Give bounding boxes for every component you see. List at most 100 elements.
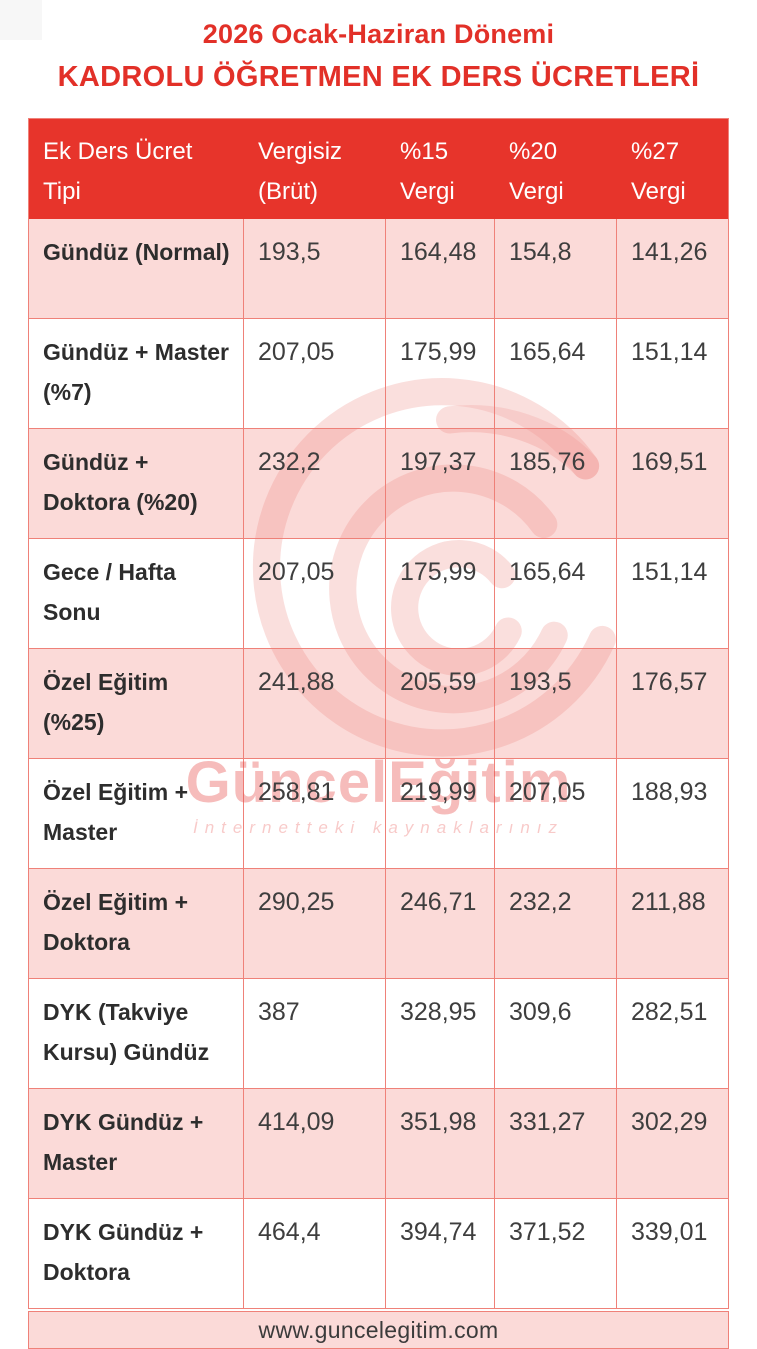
value-cell: 309,6	[495, 979, 617, 1088]
table-row: Gündüz (Normal) 193,5 164,48 154,8 141,26	[29, 219, 728, 318]
row-label: DYK (Takviye Kursu) Gündüz	[43, 999, 210, 1065]
cell-value: 339,01	[631, 1218, 708, 1246]
cell-value: 282,51	[631, 998, 708, 1026]
cell-value: 290,25	[258, 888, 335, 916]
row-label-cell: DYK (Takviye Kursu) Gündüz	[29, 979, 244, 1088]
value-cell: 175,99	[386, 539, 495, 648]
value-cell: 176,57	[617, 649, 728, 758]
cell-value: 331,27	[509, 1108, 586, 1136]
table-row: Gündüz + Master (%7) 207,05 175,99 165,64 15…	[29, 318, 728, 428]
row-label: Özel Eğitim (%25)	[43, 669, 169, 735]
value-cell: 197,37	[386, 429, 495, 538]
value-cell: 193,5	[495, 649, 617, 758]
row-label-cell: Gece / Hafta Sonu	[29, 539, 244, 648]
value-cell: 246,71	[386, 869, 495, 978]
value-cell: 339,01	[617, 1199, 728, 1308]
value-cell: 193,5	[244, 219, 386, 318]
value-cell: 302,29	[617, 1089, 728, 1198]
row-label: DYK Gündüz + Master	[43, 1109, 204, 1175]
value-cell: 164,48	[386, 219, 495, 318]
value-cell: 154,8	[495, 219, 617, 318]
cell-value: 309,6	[509, 998, 572, 1026]
row-label: Gündüz + Master (%7)	[43, 339, 229, 405]
value-cell: 205,59	[386, 649, 495, 758]
cell-value: 197,37	[400, 448, 477, 476]
cell-value: 141,26	[631, 238, 708, 266]
fee-table: Ek Ders Ücret Tipi Vergisiz (Brüt) %15 V…	[28, 118, 729, 1309]
cell-value: 211,88	[631, 888, 706, 916]
cell-value: 414,09	[258, 1108, 335, 1136]
cell-value: 151,14	[631, 338, 708, 366]
cell-value: 176,57	[631, 668, 708, 696]
cell-value: 151,14	[631, 558, 708, 586]
row-label: Gündüz (Normal)	[43, 239, 230, 265]
cell-value: 207,05	[258, 338, 335, 366]
cell-value: 328,95	[400, 998, 477, 1026]
value-cell: 371,52	[495, 1199, 617, 1308]
value-cell: 169,51	[617, 429, 728, 538]
value-cell: 464,4	[244, 1199, 386, 1308]
cell-value: 185,76	[509, 448, 586, 476]
value-cell: 282,51	[617, 979, 728, 1088]
cell-value: 193,5	[509, 668, 572, 696]
fee-table-wrap: GüncelEğitim İnternetteki kaynaklarınız …	[28, 118, 729, 1349]
cell-value: 165,64	[509, 558, 586, 586]
value-cell: 185,76	[495, 429, 617, 538]
row-label: Özel Eğitim + Doktora	[43, 889, 189, 955]
cell-value: 351,98	[400, 1108, 477, 1136]
row-label-cell: Özel Eğitim + Master	[29, 759, 244, 868]
value-cell: 232,2	[244, 429, 386, 538]
page-title-period: 2026 Ocak-Haziran Dönemi	[202, 19, 555, 49]
value-cell: 331,27	[495, 1089, 617, 1198]
row-label: Gündüz + Doktora (%20)	[43, 449, 198, 515]
header-cell-tax27: %27 Vergi	[631, 138, 686, 205]
value-cell: 165,64	[495, 319, 617, 428]
cell-value: 175,99	[400, 558, 477, 586]
value-cell: 151,14	[617, 319, 728, 428]
cell-value: 207,05	[258, 558, 335, 586]
value-cell: 219,99	[386, 759, 495, 868]
table-row: Özel Eğitim (%25) 241,88 205,59 193,5 176,57	[29, 648, 728, 758]
value-cell: 207,05	[244, 539, 386, 648]
value-cell: 211,88	[617, 869, 728, 978]
table-header-row: Ek Ders Ücret Tipi Vergisiz (Brüt) %15 V…	[29, 119, 728, 219]
value-cell: 328,95	[386, 979, 495, 1088]
page-title-main: KADROLU ÖĞRETMEN EK DERS ÜCRETLERİ	[57, 61, 700, 93]
footer-url: www.guncelegitim.com	[258, 1316, 499, 1343]
page-header: 2026 Ocak-Haziran Dönemi KADROLU ÖĞRETME…	[0, 0, 757, 96]
cell-value: 232,2	[258, 448, 321, 476]
cell-value: 169,51	[631, 448, 708, 476]
value-cell: 141,26	[617, 219, 728, 318]
table-row: Gece / Hafta Sonu 207,05 175,99 165,64 151,1…	[29, 538, 728, 648]
cell-value: 164,48	[400, 238, 477, 266]
cell-value: 207,05	[509, 778, 586, 806]
header-cell-tax15: %15 Vergi	[400, 138, 455, 205]
footer-bar: www.guncelegitim.com	[28, 1311, 729, 1349]
row-label: DYK Gündüz + Doktora	[43, 1219, 204, 1285]
row-label-cell: Gündüz + Doktora (%20)	[29, 429, 244, 538]
value-cell: 241,88	[244, 649, 386, 758]
cell-value: 371,52	[509, 1218, 586, 1246]
row-label-cell: DYK Gündüz + Master	[29, 1089, 244, 1198]
row-label: Gece / Hafta Sonu	[43, 559, 176, 625]
cell-value: 165,64	[509, 338, 586, 366]
header-cell-tax20: %20 Vergi	[509, 138, 564, 205]
cell-value: 205,59	[400, 668, 477, 696]
cell-value: 175,99	[400, 338, 477, 366]
table-row: DYK Gündüz + Master 414,09 351,98 331,27 302…	[29, 1088, 728, 1198]
value-cell: 290,25	[244, 869, 386, 978]
cell-value: 241,88	[258, 668, 335, 696]
row-label-cell: DYK Gündüz + Doktora	[29, 1199, 244, 1308]
value-cell: 394,74	[386, 1199, 495, 1308]
cell-value: 154,8	[509, 238, 572, 266]
table-body: Gündüz (Normal) 193,5 164,48 154,8 141,26 Gün…	[29, 219, 728, 1308]
cell-value: 258,81	[258, 778, 335, 806]
value-cell: 207,05	[495, 759, 617, 868]
header-cell-gross: Vergisiz (Brüt)	[258, 138, 343, 205]
corner-artifact	[0, 0, 42, 40]
row-label-cell: Özel Eğitim + Doktora	[29, 869, 244, 978]
cell-value: 219,99	[400, 778, 477, 806]
cell-value: 302,29	[631, 1108, 708, 1136]
value-cell: 387	[244, 979, 386, 1088]
cell-value: 387	[258, 998, 300, 1026]
